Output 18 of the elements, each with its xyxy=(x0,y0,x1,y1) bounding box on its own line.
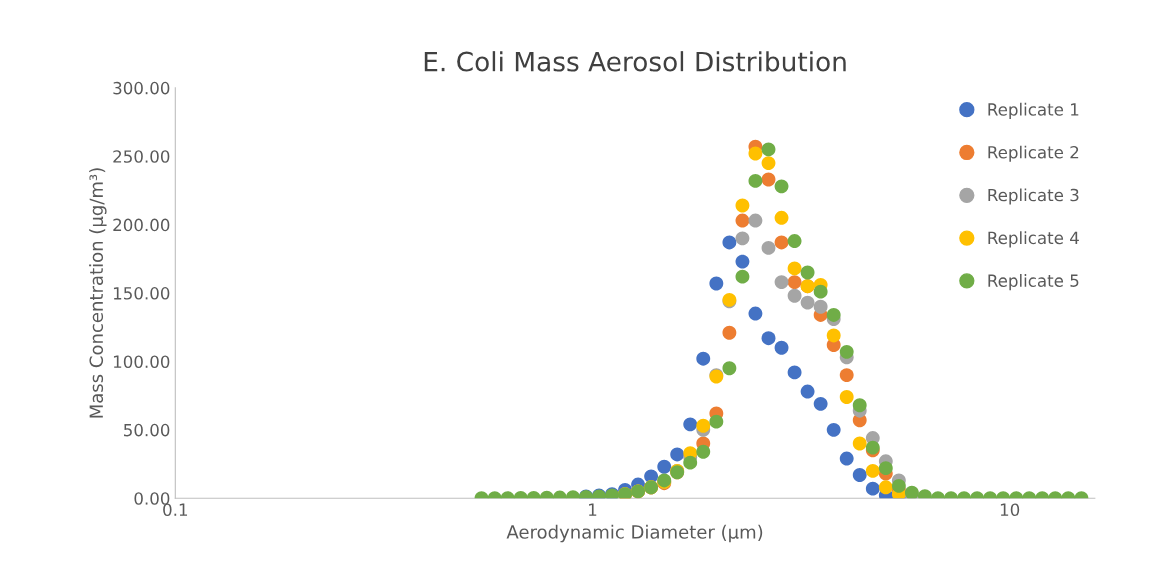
y-axis-title: Mass Concentration (µg/m³) xyxy=(89,168,107,418)
y-tick-label: 250.00 xyxy=(113,150,170,163)
y-tick-label: 150.00 xyxy=(113,287,170,300)
legend-label: Replicate 2 xyxy=(988,145,1079,162)
y-tick-label: 300.00 xyxy=(113,81,170,95)
x-tick-label: 10 xyxy=(1000,503,1020,516)
legend-label: Replicate 5 xyxy=(988,274,1079,291)
y-tick-label: 100.00 xyxy=(113,355,170,369)
legend-label: Replicate 4 xyxy=(988,231,1079,248)
y-tick-label: 50.00 xyxy=(124,423,170,437)
x-tick-label: 0.1 xyxy=(163,503,188,516)
y-tick-label: 0.00 xyxy=(134,492,170,505)
x-tick-label: 1 xyxy=(589,503,597,516)
chart-title: E. Coli Mass Aerosol Distribution xyxy=(424,51,846,72)
y-tick-label: 200.00 xyxy=(113,218,170,232)
legend-label: Replicate 3 xyxy=(988,188,1079,205)
x-axis-title: Aerodynamic Diameter (µm) xyxy=(506,524,763,543)
legend-label: Replicate 1 xyxy=(988,102,1079,119)
